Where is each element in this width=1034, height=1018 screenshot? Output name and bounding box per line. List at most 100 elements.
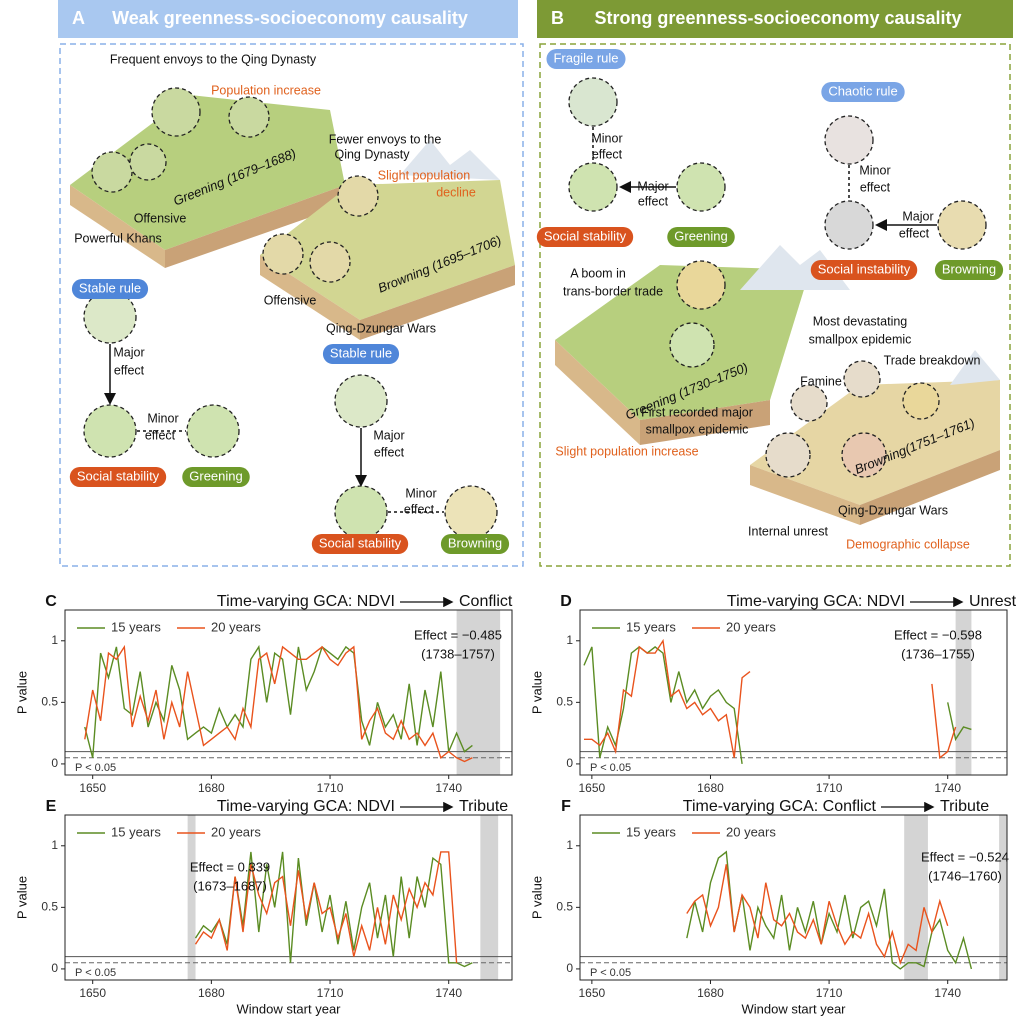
illustration: [841, 432, 887, 478]
pill-label: Social stability: [77, 468, 160, 483]
y-axis-label: P value: [14, 671, 29, 714]
label: effect: [638, 194, 669, 208]
x-tick-label: 1710: [816, 986, 843, 1000]
x-tick-label: 1740: [934, 986, 961, 1000]
label: Major: [373, 428, 404, 442]
shaded-range: [999, 815, 1007, 980]
y-tick-label: 0.5: [41, 695, 58, 709]
legend-label: 15 years: [111, 824, 161, 839]
label: trans-border trade: [563, 284, 663, 298]
plot-frame: [64, 814, 513, 981]
series-line: [84, 644, 473, 758]
illustration: [669, 322, 715, 368]
y-tick-label: 1: [566, 633, 573, 647]
label: Minor: [405, 486, 436, 500]
panel-title: Weak greenness-socioeconomy causality: [112, 8, 468, 28]
illustration: [824, 115, 874, 165]
label: Major: [113, 345, 144, 359]
pill: [71, 279, 149, 299]
pill: [536, 227, 634, 247]
chart: 15 years 20 years 1650 1680 1710 1740 0 0.5 1 P <…: [529, 593, 1016, 795]
shaded-range: [480, 815, 499, 980]
illustration: [902, 382, 940, 420]
x-tick-label: 1740: [435, 986, 462, 1000]
x-tick-label: 1740: [435, 781, 462, 795]
plot-frame: [579, 609, 1008, 776]
panel-b-header: [537, 0, 1013, 38]
chart: 15 years 20 years 1650 1680 1710 1740 0 0.5 1 P <…: [14, 798, 513, 1016]
label: Population increase: [211, 83, 321, 97]
legend-label: 20 years: [726, 619, 776, 634]
pill: [810, 260, 918, 280]
illustration: [337, 175, 379, 217]
illustration: [937, 200, 987, 250]
annotation: (1746–1760): [928, 868, 1002, 883]
label: effect: [145, 428, 176, 442]
panel-a-header: [58, 0, 518, 38]
pill-label: Social instability: [818, 261, 911, 276]
label: Fewer envoys to the: [329, 132, 442, 146]
illustration: [444, 485, 498, 539]
panel-letter: A: [72, 8, 85, 28]
illustration: [309, 241, 351, 283]
illustration: [262, 233, 304, 275]
illustration: [334, 374, 388, 428]
chart-title: Time-varying GCA: NDVI: [217, 593, 395, 610]
label: Minor: [147, 411, 178, 425]
series-line: [686, 864, 949, 965]
series-line: [584, 638, 957, 760]
chart-title-target: Tribute: [940, 798, 989, 815]
x-axis-label: Window start year: [741, 1001, 846, 1016]
series-line: [194, 851, 473, 968]
pill-label: Social stability: [544, 228, 627, 243]
terrain: [70, 95, 1000, 525]
x-tick-label: 1740: [934, 781, 961, 795]
label: Qing-Dzungar Wars: [326, 321, 436, 335]
illustration: [151, 87, 201, 137]
pill: [934, 260, 1004, 280]
panel-letter: E: [46, 798, 57, 815]
label: Internal unrest: [748, 524, 828, 538]
x-tick-label: 1680: [697, 781, 724, 795]
label: Powerful Khans: [74, 231, 162, 245]
panel-letter: F: [561, 798, 571, 815]
pill-label: Browning: [942, 261, 996, 276]
plot-frame: [64, 609, 513, 776]
pill: [821, 82, 905, 102]
x-tick-label: 1650: [79, 781, 106, 795]
label: Demographic collapse: [846, 537, 970, 551]
label: Major: [637, 179, 668, 193]
label: decline: [436, 185, 476, 199]
illustration: [129, 143, 167, 181]
pill: [311, 534, 409, 554]
chart-title-target: Tribute: [459, 798, 508, 815]
label: Minor: [591, 131, 622, 145]
x-tick-label: 1710: [317, 781, 344, 795]
panel-a-frame: [59, 43, 524, 567]
label: Qing Dynasty: [334, 147, 410, 161]
label: effect: [592, 147, 623, 161]
panel-b-frame: [539, 43, 1011, 567]
y-tick-label: 0: [51, 756, 58, 770]
illustration: [186, 404, 240, 458]
label: Major: [902, 209, 933, 223]
pill: [69, 467, 167, 487]
pill-label: Stable rule: [79, 280, 141, 295]
legend-label: 20 years: [726, 824, 776, 839]
plot-frame: [579, 814, 1008, 981]
threshold-label: P < 0.05: [590, 762, 631, 774]
pill-label: Stable rule: [330, 345, 392, 360]
y-tick-label: 0: [51, 961, 58, 975]
label: Frequent envoys to the Qing Dynasty: [110, 52, 317, 66]
label: Famine: [800, 374, 842, 388]
y-axis-label: P value: [529, 876, 544, 919]
shaded-range: [456, 610, 501, 775]
label: Offensive: [264, 293, 317, 307]
x-axis-label: Window start year: [236, 1001, 341, 1016]
legend-label: 20 years: [211, 824, 261, 839]
chart-title: Time-varying GCA: NDVI: [217, 798, 395, 815]
label: Slight population increase: [555, 444, 698, 458]
x-tick-label: 1710: [317, 986, 344, 1000]
y-axis-label: P value: [14, 876, 29, 919]
illustration: [228, 96, 270, 138]
